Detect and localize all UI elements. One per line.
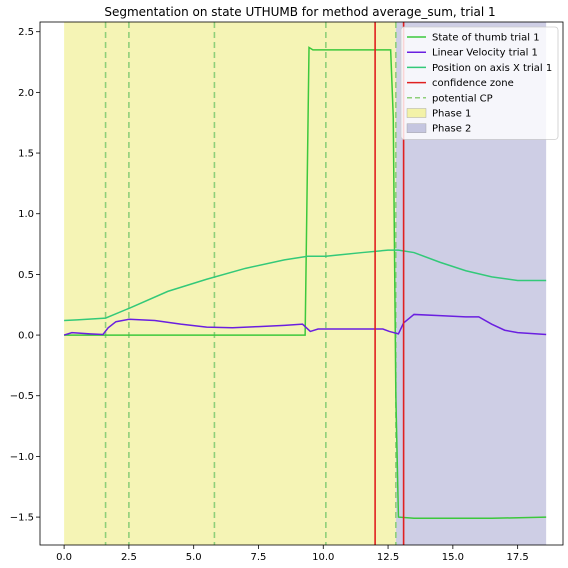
series-line-3 <box>64 249 547 322</box>
legend-box <box>400 26 559 140</box>
series-line-2 <box>63 313 547 336</box>
y-tick-label: −1.0 <box>10 452 34 463</box>
legend-label: State of thumb trial 1 <box>432 33 540 44</box>
x-tick-label: 5.0 <box>186 552 202 563</box>
y-tick-label: 1.5 <box>18 149 34 160</box>
legend-swatch <box>406 108 427 118</box>
x-tick-label: 0.0 <box>56 552 72 563</box>
y-tick-label: 0.0 <box>18 331 34 342</box>
legend-label: Phase 1 <box>432 109 471 120</box>
y-tick-label: 2.5 <box>18 27 34 38</box>
y-tick-label: −0.5 <box>10 391 34 402</box>
x-tick-label: 10.0 <box>312 552 334 563</box>
phase-span-1 <box>64 22 396 545</box>
legend-label: Position on axis X trial 1 <box>432 63 552 74</box>
x-tick-label: 2.5 <box>121 552 137 563</box>
legend-label: Linear Velocity trial 1 <box>432 48 538 59</box>
x-tick-label: 17.5 <box>507 552 529 563</box>
legend-label: potential CP <box>432 93 493 104</box>
x-tick-label: 7.5 <box>251 552 267 563</box>
legend-label: Phase 2 <box>432 124 471 135</box>
x-tick-label: 15.0 <box>442 552 464 563</box>
legend-label: confidence zone <box>432 78 514 89</box>
y-tick-label: 2.0 <box>18 88 34 99</box>
legend-swatch <box>406 123 427 133</box>
y-tick-label: 1.0 <box>18 209 34 220</box>
axes: 0.0 2.5 5.0 7.5 10.0 12.5 15.0 17.5 −1.5 −1.0 −0.5… <box>10 21 564 563</box>
legend: State of thumb trial 1 Linear Velocity tr… <box>400 26 559 140</box>
y-tick-label: −1.5 <box>10 513 34 524</box>
axes-frame <box>39 21 564 546</box>
y-tick-label: 0.5 <box>18 270 34 281</box>
series-line-1 <box>64 46 547 520</box>
x-tick-label: 12.5 <box>377 552 399 563</box>
chart-title: Segmentation on state UTHUMB for method … <box>104 5 495 19</box>
